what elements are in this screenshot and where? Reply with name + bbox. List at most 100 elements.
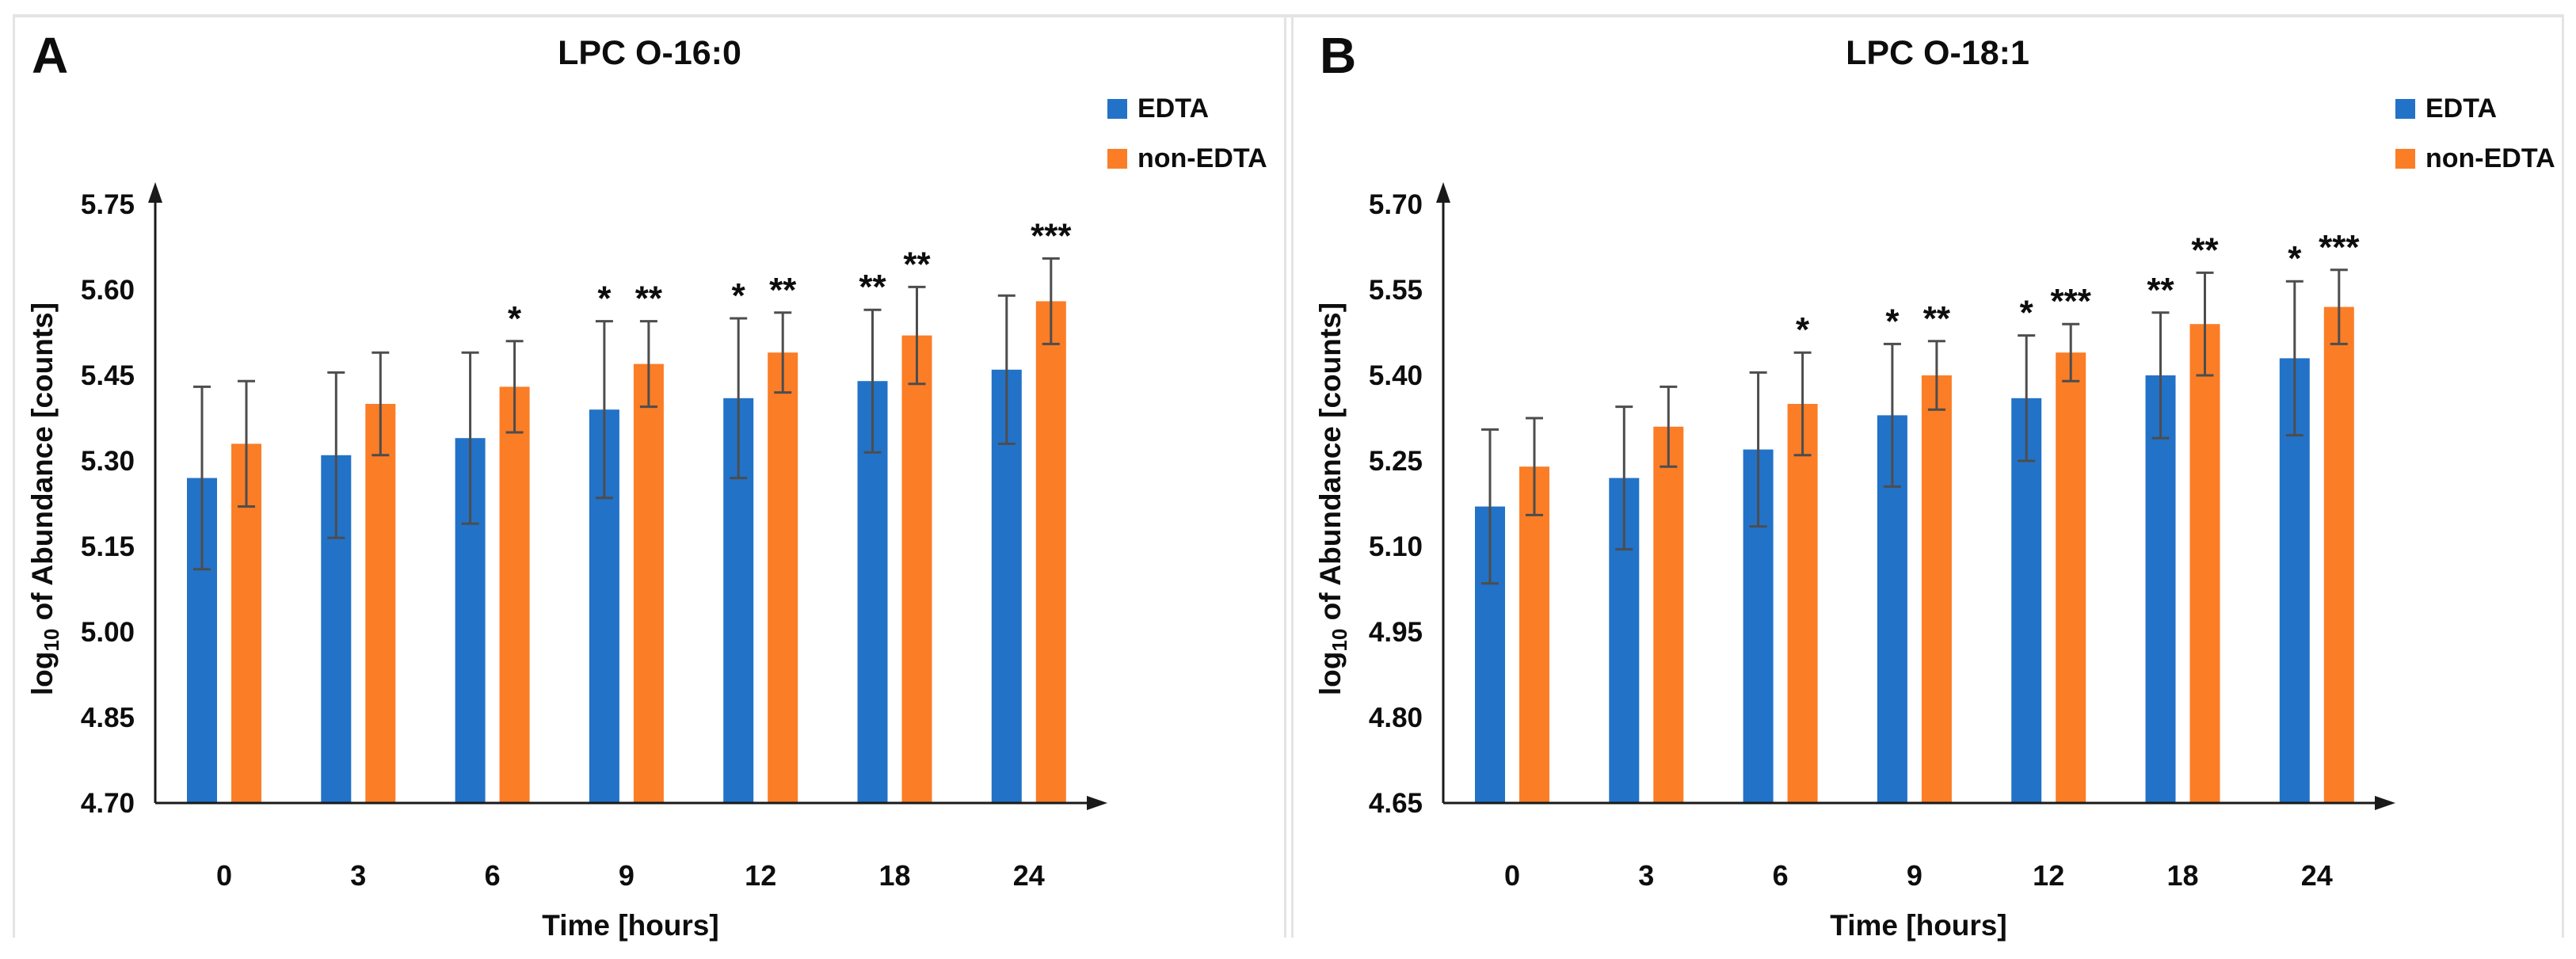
legend-item-edta: EDTA (1107, 93, 1267, 124)
legend-item-non-edta: non-EDTA (2395, 143, 2555, 174)
panel-b: B LPC O-18:1 EDTA non-EDTA log10 of Abun… (1288, 0, 2576, 959)
legend-label-edta: EDTA (2425, 93, 2498, 124)
bar-non-EDTA-6h (1787, 404, 1818, 803)
panel-a-label: A (32, 27, 69, 84)
error-bar-EDTA-18h (2151, 311, 2170, 440)
error-bar-non-EDTA-9h (1927, 340, 1945, 411)
panel-divider-left (1284, 14, 1286, 938)
x-tick-label: 3 (1638, 859, 1654, 892)
x-tick-label: 9 (1907, 859, 1922, 892)
error-bar-non-EDTA-6h (505, 340, 524, 434)
error-bar-EDTA-24h (997, 294, 1016, 445)
x-tick-label: 0 (216, 859, 232, 892)
panel-a: A LPC O-16:0 EDTA non-EDTA log10 of Abun… (26, 27, 1267, 942)
significance-marker-EDTA-12h: * (2020, 294, 2034, 333)
panel-a-legend: EDTA non-EDTA (1107, 93, 1267, 174)
plot-area-b: * ***** ** ***** ***4.654.804.955.105.255.40… (1369, 182, 2395, 892)
significance-marker-non-EDTA-9h: ** (635, 280, 663, 318)
bar-non-EDTA-24h (1035, 301, 1066, 803)
y-tick-label: 5.25 (1369, 446, 1423, 477)
error-bar-EDTA-12h (2018, 334, 2036, 462)
frame-left (13, 14, 15, 938)
bar-non-EDTA-9h (1921, 375, 1952, 803)
legend-item-edta: EDTA (2395, 93, 2555, 124)
bar-EDTA-12h (2011, 398, 2042, 803)
significance-marker-non-EDTA-12h: *** (2051, 282, 2092, 321)
x-tick-label: 12 (745, 859, 776, 892)
bar-non-EDTA-9h (633, 363, 664, 804)
bar-non-EDTA-12h (2056, 352, 2086, 803)
y-tick-label: 5.60 (81, 275, 135, 306)
error-bar-EDTA-18h (863, 308, 882, 454)
significance-marker-non-EDTA-6h: * (508, 299, 522, 338)
significance-marker-non-EDTA-18h: ** (903, 245, 931, 284)
bar-non-EDTA-12h (768, 352, 798, 803)
y-tick-label: 5.55 (1369, 275, 1423, 306)
error-bar-EDTA-9h (595, 320, 613, 500)
y-tick-label: 4.95 (1369, 617, 1423, 648)
y-tick-label: 4.85 (81, 702, 135, 733)
x-tick-label: 0 (1504, 859, 1520, 892)
error-bar-EDTA-3h (327, 371, 345, 539)
significance-marker-non-EDTA-6h: * (1796, 310, 1810, 349)
panel-b-label: B (1320, 27, 1357, 84)
error-bar-non-EDTA-24h (1042, 257, 1060, 345)
x-tick-label: 3 (350, 859, 366, 892)
panel-divider-right (1291, 14, 1294, 938)
x-axis-title: Time [hours] (1830, 909, 2007, 942)
bar-EDTA-18h (2145, 375, 2176, 803)
plot-area-a: * * ***** *******4.704.855.005.155.305.455.… (81, 182, 1107, 892)
legend-label-non-edta: non-EDTA (2425, 143, 2555, 173)
y-tick-label: 5.10 (1369, 531, 1423, 562)
error-bar-EDTA-24h (2285, 280, 2304, 437)
x-tick-label: 24 (2301, 859, 2333, 892)
y-tick-label: 5.40 (1369, 360, 1423, 391)
significance-marker-EDTA-9h: * (1885, 302, 1900, 341)
x-tick-label: 6 (1773, 859, 1789, 892)
error-bar-EDTA-6h (1749, 371, 1767, 528)
error-bar-non-EDTA-9h (639, 320, 657, 409)
bar-non-EDTA-24h (2323, 306, 2354, 804)
y-axis-arrow (1436, 182, 1450, 203)
x-tick-label: 9 (619, 859, 634, 892)
bar-non-EDTA-6h (499, 386, 530, 803)
error-bar-non-EDTA-12h (774, 311, 792, 394)
y-axis-arrow (148, 182, 162, 203)
bar-non-EDTA-3h (365, 404, 396, 803)
error-bar-non-EDTA-0h (238, 379, 255, 508)
error-bar-EDTA-0h (193, 385, 211, 571)
y-tick-label: 4.65 (1369, 788, 1423, 819)
frame-right (2562, 14, 2564, 938)
significance-marker-non-EDTA-9h: ** (1923, 299, 1951, 338)
y-tick-label: 5.30 (81, 446, 135, 477)
panel-b-title: LPC O-18:1 (1846, 34, 2029, 72)
error-bar-non-EDTA-6h (1793, 351, 1812, 457)
bar-non-EDTA-18h (901, 335, 932, 804)
error-bar-non-EDTA-18h (2196, 271, 2214, 377)
x-tick-label: 18 (878, 859, 910, 892)
panel-a-title: LPC O-16:0 (558, 34, 741, 72)
error-bar-non-EDTA-3h (1660, 385, 1678, 468)
y-tick-label: 4.70 (81, 788, 135, 819)
y-tick-label: 5.00 (81, 617, 135, 648)
significance-marker-non-EDTA-18h: ** (2191, 230, 2219, 269)
y-tick-label: 5.45 (81, 360, 135, 391)
significance-marker-EDTA-18h: ** (2147, 271, 2174, 310)
error-bar-non-EDTA-12h (2062, 322, 2080, 382)
panel-b-legend: EDTA non-EDTA (2395, 93, 2555, 174)
significance-marker-EDTA-9h: * (597, 280, 612, 318)
y-tick-label: 5.15 (81, 531, 135, 562)
legend-label-edta: EDTA (1137, 93, 1210, 124)
bar-non-EDTA-3h (1653, 426, 1684, 803)
x-tick-label: 18 (2166, 859, 2198, 892)
x-axis-arrow (2375, 796, 2395, 810)
significance-marker-EDTA-24h: * (2288, 239, 2302, 278)
error-bar-non-EDTA-24h (2330, 268, 2348, 345)
error-bar-EDTA-0h (1481, 428, 1499, 585)
y-tick-label: 5.70 (1369, 189, 1423, 220)
frame-top (13, 14, 2564, 17)
error-bar-EDTA-9h (1883, 342, 1901, 488)
significance-marker-EDTA-18h: ** (859, 268, 886, 306)
bar-non-EDTA-0h (1519, 466, 1549, 803)
